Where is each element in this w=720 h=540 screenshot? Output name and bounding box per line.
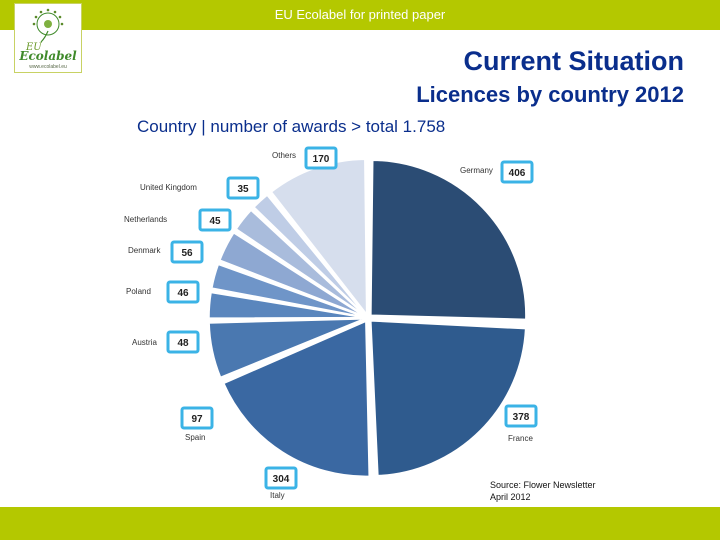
source-line-1: Source: Flower Newsletter [490,480,596,490]
logo-url: www.ecolabel.eu [29,64,67,70]
source-note: Source: Flower Newsletter April 2012 [490,479,596,503]
slice-label-austria: Austria [132,338,157,347]
top-bar: EU Ecolabel for printed paper [0,0,720,30]
slice-label-denmark: Denmark [128,246,161,255]
slice-label-others: Others [272,151,296,160]
value-badge-spain: 97 [180,406,214,430]
value-badge-box [180,406,214,430]
value-badge-netherlands: 45 [198,208,232,232]
ecolabel-logo: EU Ecolabel www.ecolabel.eu [14,3,82,73]
value-badge-others: 170 [304,146,338,170]
pie-slice-germany [370,159,527,321]
pie-slice-france [370,320,527,477]
value-badge-denmark: 56 [170,240,204,264]
slice-label-poland: Poland [126,287,151,296]
value-badge-germany: 406 [500,160,534,184]
logo-text: Ecolabel [19,49,77,63]
slice-label-netherlands: Netherlands [124,215,167,224]
value-badge-united-kingdom: 35 [226,176,260,200]
value-badge-box [226,176,260,200]
value-label: 45 [209,216,221,227]
slide-title: Current Situation [463,46,685,76]
chart-caption: Country | number of awards > total 1.758 [137,117,446,136]
header-title: EU Ecolabel for printed paper [274,7,446,22]
pie-slice-austria [208,291,365,319]
value-badge-austria: 48 [166,330,200,354]
value-badge-box [166,330,200,354]
value-label: 170 [313,154,330,165]
value-badge-poland: 46 [166,280,200,304]
value-label: 378 [513,412,530,423]
value-label: 406 [509,168,526,179]
slice-label-united-kingdom: United Kingdom [140,183,197,192]
value-badge-box [264,466,298,490]
pie-slice-netherlands [235,209,366,317]
value-badge-box [166,280,200,304]
slice-label-italy: Italy [270,491,285,500]
pie-slice-spain [208,318,365,379]
value-label: 35 [237,184,249,195]
value-badge-italy: 304 [264,466,298,490]
value-label: 97 [191,414,203,425]
flower-icon [32,8,64,43]
value-badge-box [198,208,232,232]
pie-slice-poland [210,263,365,318]
value-badge-box [170,240,204,264]
value-badge-box [504,404,538,428]
slide-subtitle: Licences by country 2012 [416,82,684,107]
pie-slice-united-kingdom [252,194,366,316]
pie-slice-italy [222,320,370,478]
source-line-2: April 2012 [490,492,531,502]
value-label: 304 [273,474,290,485]
bottom-bar [0,507,720,540]
slice-label-germany: Germany [460,166,493,175]
slice-label-france: France [508,434,533,443]
logo-eu: EU [26,42,42,53]
slice-label-spain: Spain [185,433,205,442]
pie-slice-denmark [218,231,365,317]
value-label: 46 [177,288,189,299]
value-badge-box [304,146,338,170]
value-label: 56 [181,248,193,259]
value-badge-france: 378 [504,404,538,428]
value-label: 48 [177,338,189,349]
value-badge-box [500,160,534,184]
